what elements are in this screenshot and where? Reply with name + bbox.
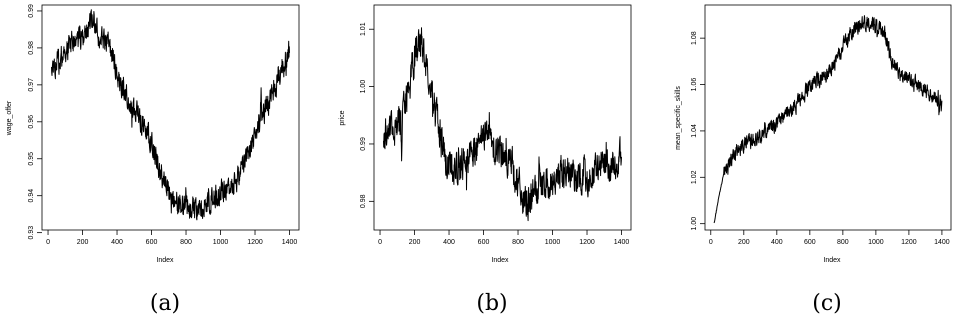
caption-b: (b) [476,291,507,316]
x-tick-label-a: 600 [146,239,158,246]
y-axis-b: 0.98 0.99 1.00 1.01 [360,22,374,208]
x-tick-label-a: 400 [111,239,123,246]
caption-c: (c) [812,291,842,316]
plot-frame-b [373,4,632,231]
x-axis-a: 0 200 400 600 800 1000 1200 1400 [46,230,297,246]
y-tick-label-a: 0.99 [28,4,35,18]
x-tick-label-c: 200 [738,239,750,246]
x-tick-label-c: 800 [837,239,849,246]
x-tick-label-b: 200 [409,239,421,246]
y-tick-label-c: 1.02 [691,170,698,184]
y-axis-title-b: price [339,110,346,125]
plot-frame-c [704,4,952,231]
x-tick-label-b: 1400 [614,239,630,246]
x-tick-label-c: 1400 [934,239,950,246]
x-tick-label-c: 400 [771,239,783,246]
x-tick-label-a: 1000 [213,239,229,246]
series-line-b [383,27,622,222]
x-tick-label-a: 1200 [247,239,263,246]
y-axis-c: 1.00 1.02 1.04 1.06 1.08 [691,31,705,230]
x-axis-c: 0 200 400 600 800 1000 1200 1400 [709,230,950,246]
x-tick-label-a: 0 [46,239,50,246]
x-tick-label-c: 0 [709,239,713,246]
panel-c: 0 200 400 600 800 1000 1200 1400 1.001.021.041.… [675,4,952,316]
x-tick-label-c: 600 [804,239,816,246]
x-axis-title-c: Index [823,257,841,264]
caption-a: (a) [150,291,180,316]
x-tick-label-a: 200 [77,239,89,246]
series-line-a [51,9,290,221]
x-tick-label-b: 400 [443,239,455,246]
y-tick-label-b: 0.98 [360,194,367,208]
x-axis-b: 0 200 400 600 800 1000 1200 1400 [378,230,629,246]
y-axis-a: 0.93 0.94 0.95 0.96 0.97 0.98 0.99 [28,4,42,239]
x-tick-label-a: 800 [180,239,192,246]
y-axis-title-c: mean_specific_skills [675,86,682,150]
panel-a: 0 200 400 600 800 1000 1200 1400 0.930.940.950.… [6,4,300,316]
y-tick-label-c: 1.00 [691,217,698,231]
y-tick-label-a: 0.98 [28,41,35,55]
x-tick-label-b: 600 [478,239,490,246]
series-line-c [713,15,943,224]
y-tick-label-c: 1.06 [691,78,698,92]
y-tick-label-c: 1.04 [691,124,698,138]
x-tick-label-c: 1200 [901,239,917,246]
x-tick-label-b: 800 [512,239,524,246]
y-tick-label-b: 1.00 [360,80,367,94]
x-axis-title-a: Index [156,257,174,264]
y-tick-label-a: 0.95 [28,152,35,166]
x-tick-label-b: 1200 [579,239,595,246]
x-tick-label-b: 0 [378,239,382,246]
y-tick-label-b: 1.01 [360,22,367,36]
y-tick-label-a: 0.97 [28,78,35,92]
x-tick-label-a: 1400 [282,239,298,246]
y-tick-label-a: 0.94 [28,189,35,203]
x-tick-label-b: 1000 [545,239,561,246]
y-tick-label-a: 0.96 [28,115,35,129]
y-tick-label-c: 1.08 [691,31,698,45]
x-tick-label-c: 1000 [868,239,884,246]
y-tick-label-a: 0.93 [28,226,35,240]
y-tick-label-b: 0.99 [360,137,367,151]
x-axis-title-b: Index [491,257,509,264]
y-axis-title-a: wage_offer [6,100,13,136]
panel-b: 0 200 400 600 800 1000 1200 1400 0.98 0.99 1.00 1.… [339,4,632,316]
plot-frame-a [41,4,300,231]
